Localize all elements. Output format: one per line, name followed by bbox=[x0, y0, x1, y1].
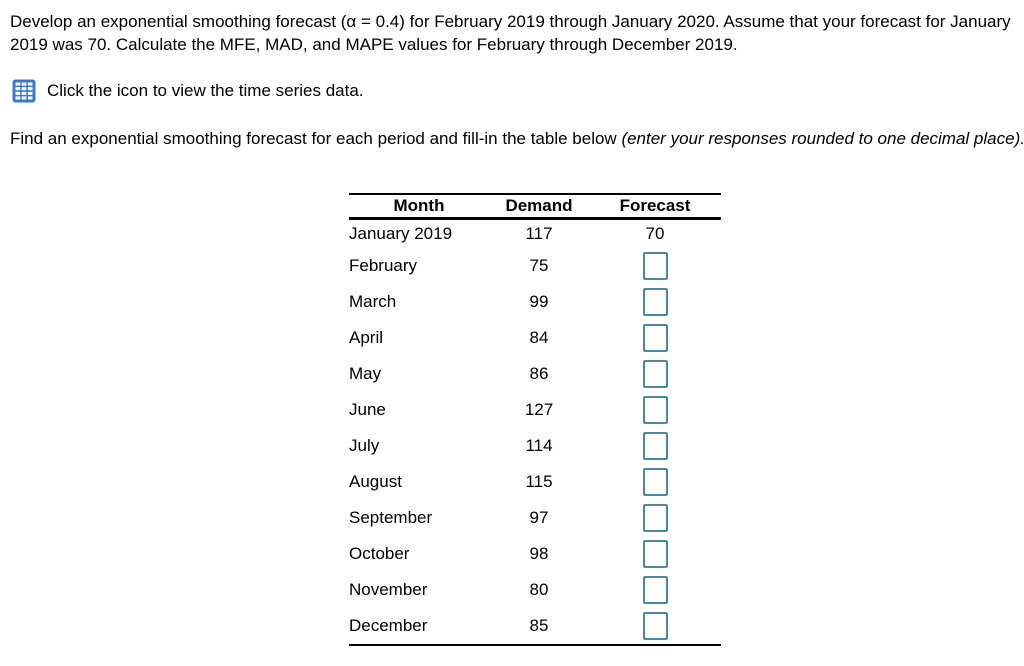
forecast-input-november[interactable] bbox=[642, 576, 668, 604]
forecast-cell bbox=[589, 572, 721, 608]
demand-cell: 85 bbox=[529, 616, 549, 635]
forecast-cell bbox=[589, 392, 721, 428]
time-series-table: Month Demand Forecast January 2019 117 7… bbox=[349, 193, 721, 646]
demand-cell: 114 bbox=[525, 436, 553, 455]
instruction-italic: (enter your responses rounded to one dec… bbox=[621, 129, 1024, 148]
month-cell: February bbox=[349, 256, 418, 275]
table-row-october: October 98 bbox=[349, 536, 721, 572]
forecast-input-december[interactable] bbox=[642, 612, 668, 640]
demand-cell: 97 bbox=[529, 508, 549, 527]
forecast-input-september[interactable] bbox=[642, 504, 668, 532]
month-cell: August bbox=[349, 472, 402, 491]
forecast-input-march[interactable] bbox=[642, 288, 668, 316]
forecast-cell bbox=[589, 284, 721, 320]
demand-cell: 80 bbox=[529, 580, 549, 599]
demand-cell: 84 bbox=[529, 328, 549, 347]
table-row-december: December 85 bbox=[349, 608, 721, 645]
forecast-cell bbox=[589, 428, 721, 464]
forecast-cell bbox=[589, 608, 721, 645]
month-cell: January 2019 bbox=[349, 224, 453, 243]
forecast-input-october[interactable] bbox=[642, 540, 668, 568]
forecast-input-june[interactable] bbox=[642, 396, 668, 424]
month-cell: September bbox=[349, 508, 433, 527]
table-row-march: March 99 bbox=[349, 284, 721, 320]
forecast-input-april[interactable] bbox=[642, 324, 668, 352]
month-cell: October bbox=[349, 544, 410, 563]
demand-cell: 99 bbox=[529, 292, 549, 311]
month-cell: November bbox=[349, 580, 428, 599]
demand-cell: 75 bbox=[529, 256, 549, 275]
demand-cell: 115 bbox=[525, 472, 553, 491]
table-row-june: June 127 bbox=[349, 392, 721, 428]
table-row-november: November 80 bbox=[349, 572, 721, 608]
demand-cell: 117 bbox=[525, 224, 553, 243]
forecast-value: 70 bbox=[645, 224, 665, 243]
month-cell: December bbox=[349, 616, 428, 635]
forecast-input-february[interactable] bbox=[642, 252, 668, 280]
month-cell: June bbox=[349, 400, 386, 419]
view-data-row: Click the icon to view the time series d… bbox=[12, 79, 364, 103]
month-cell: July bbox=[349, 436, 380, 455]
forecast-cell bbox=[589, 248, 721, 284]
header-row: Month Demand Forecast bbox=[349, 194, 721, 220]
instruction-text: Find an exponential smoothing forecast f… bbox=[10, 127, 1024, 150]
forecast-input-may[interactable] bbox=[642, 360, 668, 388]
demand-cell: 86 bbox=[529, 364, 549, 383]
table-grid-icon[interactable] bbox=[12, 79, 36, 103]
forecast-cell bbox=[589, 320, 721, 356]
month-cell: May bbox=[349, 364, 382, 383]
demand-cell: 127 bbox=[524, 400, 554, 419]
forecast-cell bbox=[589, 500, 721, 536]
forecast-header: Forecast bbox=[589, 194, 721, 220]
table-row-september: September 97 bbox=[349, 500, 721, 536]
forecast-cell bbox=[589, 536, 721, 572]
view-data-label: Click the icon to view the time series d… bbox=[47, 81, 364, 100]
table-row-april: April 84 bbox=[349, 320, 721, 356]
forecast-cell bbox=[589, 464, 721, 500]
instruction-normal: Find an exponential smoothing forecast f… bbox=[10, 129, 622, 148]
month-cell: March bbox=[349, 292, 397, 311]
demand-header: Demand bbox=[489, 194, 589, 220]
table-row-february: February 75 bbox=[349, 248, 721, 284]
question-text: Develop an exponential smoothing forecas… bbox=[10, 12, 1011, 54]
table-row-may: May 86 bbox=[349, 356, 721, 392]
forecast-input-august[interactable] bbox=[642, 468, 668, 496]
month-header: Month bbox=[349, 194, 489, 220]
demand-cell: 98 bbox=[529, 544, 549, 563]
table-row-august: August 115 bbox=[349, 464, 721, 500]
month-cell: April bbox=[349, 328, 384, 347]
table-row-january: January 2019 117 70 bbox=[349, 219, 721, 249]
forecast-input-july[interactable] bbox=[642, 432, 668, 460]
forecast-cell bbox=[589, 356, 721, 392]
table-row-july: July 114 bbox=[349, 428, 721, 464]
